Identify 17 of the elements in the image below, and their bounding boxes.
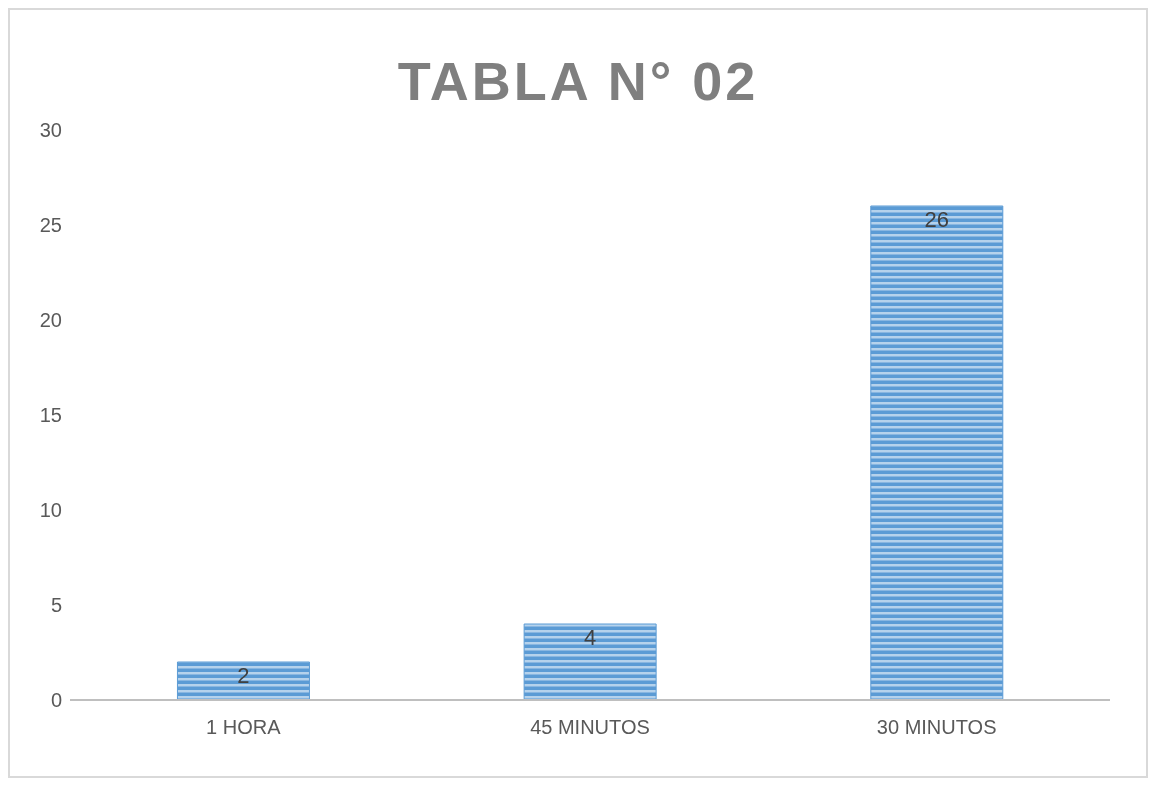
bar — [176, 661, 310, 700]
chart-title: TABLA N° 02 — [396, 50, 760, 113]
y-tick-label: 30 — [39, 119, 62, 142]
bar — [870, 205, 1004, 700]
y-tick-label: 25 — [39, 214, 62, 237]
data-label: 4 — [584, 624, 597, 650]
y-tick-label: 5 — [50, 594, 62, 617]
bar — [523, 623, 657, 700]
x-tick-label: 1 HORA — [206, 716, 282, 739]
x-tick-label: 45 MINUTOS — [530, 716, 650, 739]
data-label: 26 — [924, 206, 950, 232]
data-label: 2 — [237, 662, 250, 688]
y-tick-label: 20 — [39, 309, 62, 332]
y-tick-label: 15 — [39, 404, 62, 427]
y-tick-label: 10 — [39, 499, 62, 522]
y-tick-label: 0 — [50, 689, 62, 712]
x-tick-label: 30 MINUTOS — [876, 716, 997, 739]
